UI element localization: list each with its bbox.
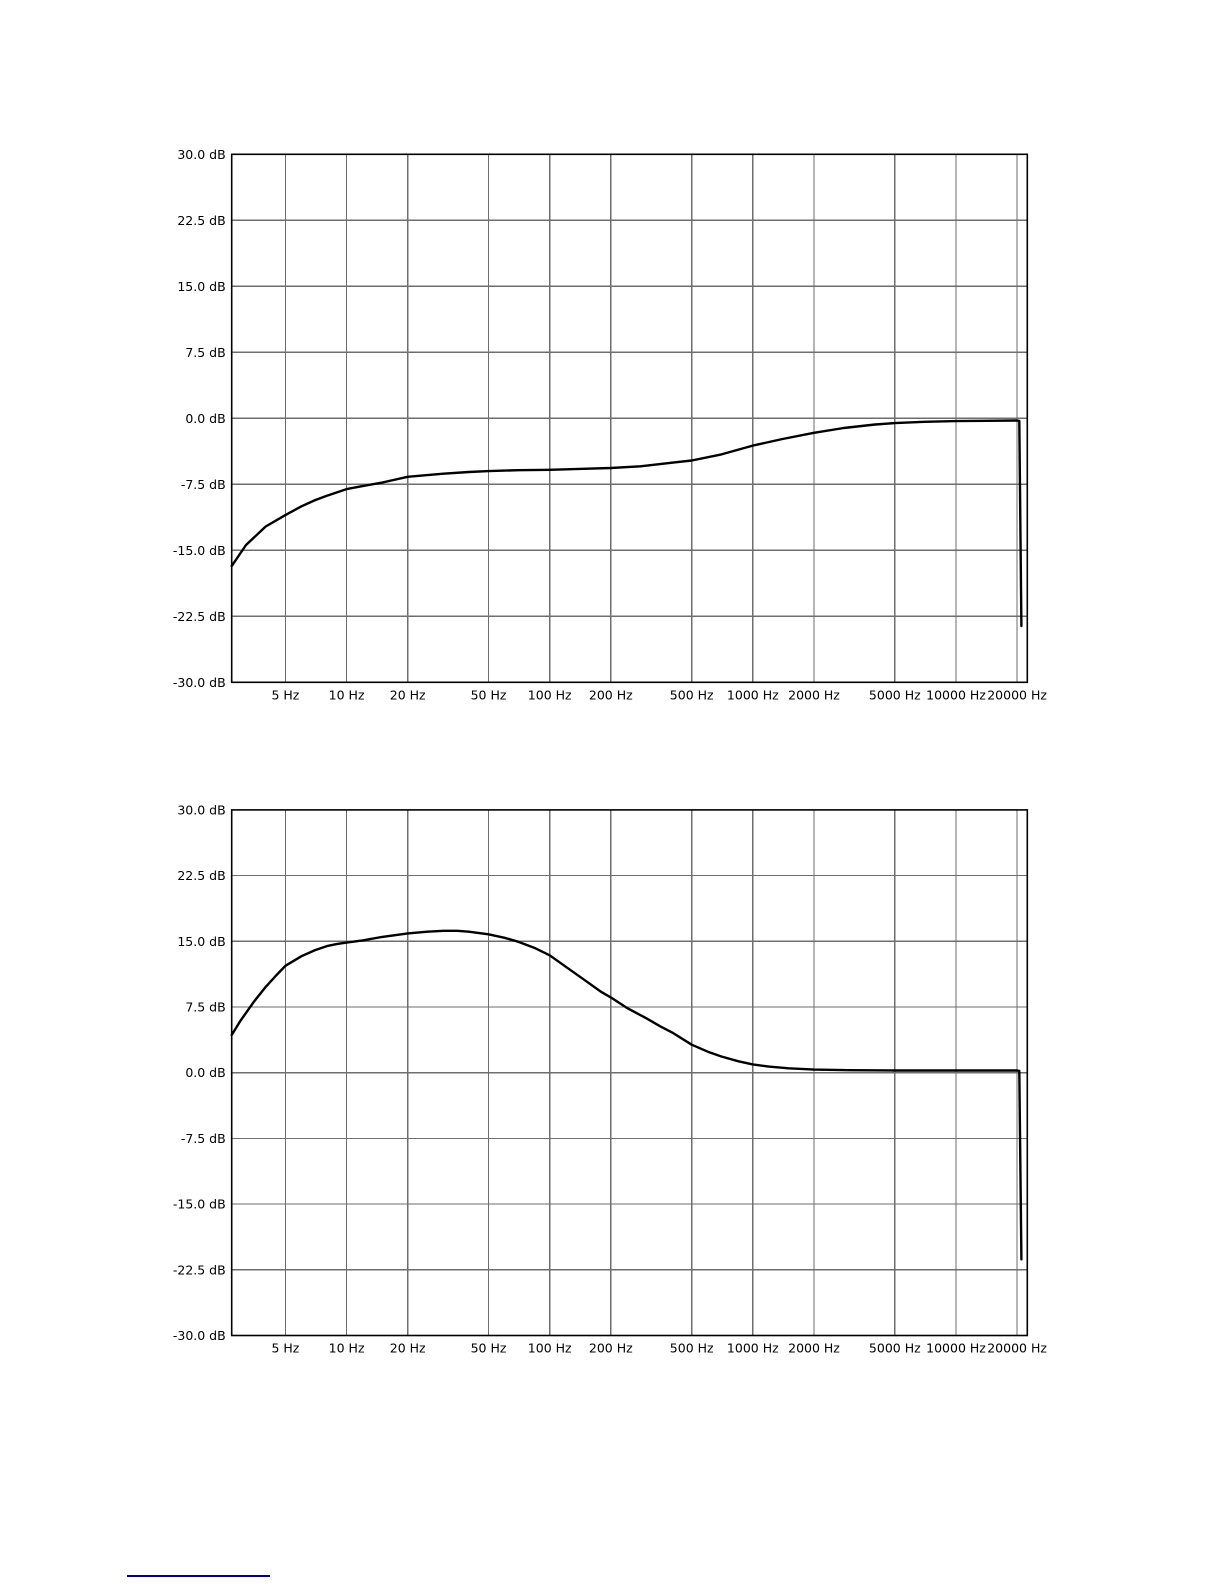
lower-frequency-response-chart: 30.0 dB 22.5 dB 15.0 dB 7.5 dB 0.0 dB -7.5 dB…: [173, 802, 1048, 1355]
response-curve: [230, 929, 1023, 1261]
y-tick-label: 7.5 dB: [185, 345, 225, 360]
y-tick-label: -7.5 dB: [181, 477, 226, 492]
x-tick-label: 200 Hz: [589, 687, 633, 702]
x-tick-label: 10000 Hz: [926, 1341, 986, 1356]
x-tick-label: 500 Hz: [670, 1341, 714, 1356]
y-tick-label: -15.0 dB: [173, 1197, 226, 1212]
y-tick-label: 22.5 dB: [177, 213, 225, 228]
x-tick-label: 50 Hz: [471, 1341, 507, 1356]
x-tick-label: 5000 Hz: [869, 687, 921, 702]
x-tick-label: 500 Hz: [670, 687, 714, 702]
y-tick-label: -30.0 dB: [173, 1328, 226, 1343]
y-tick-label: 7.5 dB: [185, 1000, 225, 1015]
plot-border: [230, 153, 1029, 684]
y-tick-label: 15.0 dB: [177, 934, 225, 949]
x-tick-label: 100 Hz: [528, 687, 572, 702]
x-tick-label: 5 Hz: [271, 687, 299, 702]
x-tick-label: 10 Hz: [329, 687, 365, 702]
x-tick-label: 5000 Hz: [869, 1341, 921, 1356]
x-tick-label: 20 Hz: [390, 1341, 426, 1356]
x-tick-label: 1000 Hz: [727, 687, 779, 702]
x-tick-label: 200 Hz: [589, 1341, 633, 1356]
y-tick-label: 15.0 dB: [177, 279, 225, 294]
x-tick-label: 2000 Hz: [788, 687, 840, 702]
response-curve: [230, 419, 1023, 628]
footer-link-rule: [127, 1575, 270, 1577]
y-tick-label: 22.5 dB: [177, 868, 225, 883]
x-tick-label: 1000 Hz: [727, 1341, 779, 1356]
x-tick-label: 100 Hz: [528, 1341, 572, 1356]
x-tick-label: 20 Hz: [390, 687, 426, 702]
y-tick-label: 30.0 dB: [177, 147, 225, 162]
y-tick-label: 0.0 dB: [185, 1065, 225, 1080]
y-tick-label: -30.0 dB: [173, 675, 226, 690]
x-tick-label: 10 Hz: [329, 1341, 365, 1356]
x-tick-label: 5 Hz: [271, 1341, 299, 1356]
x-tick-label: 2000 Hz: [788, 1341, 840, 1356]
upper-frequency-response-chart: 30.0 dB 22.5 dB 15.0 dB 7.5 dB 0.0 dB -7.5 dB…: [173, 147, 1048, 702]
y-tick-label: -7.5 dB: [181, 1131, 226, 1146]
y-tick-label: 30.0 dB: [177, 802, 225, 817]
x-tick-label: 20000 Hz: [987, 687, 1047, 702]
y-tick-label: 0.0 dB: [185, 411, 225, 426]
y-tick-label: -22.5 dB: [173, 1262, 226, 1277]
x-tick-label: 20000 Hz: [987, 1341, 1047, 1356]
y-tick-label: -15.0 dB: [173, 543, 226, 558]
y-tick-label: -22.5 dB: [173, 609, 226, 624]
x-tick-label: 10000 Hz: [926, 687, 986, 702]
plot-border: [230, 809, 1029, 1337]
x-tick-label: 50 Hz: [471, 687, 507, 702]
